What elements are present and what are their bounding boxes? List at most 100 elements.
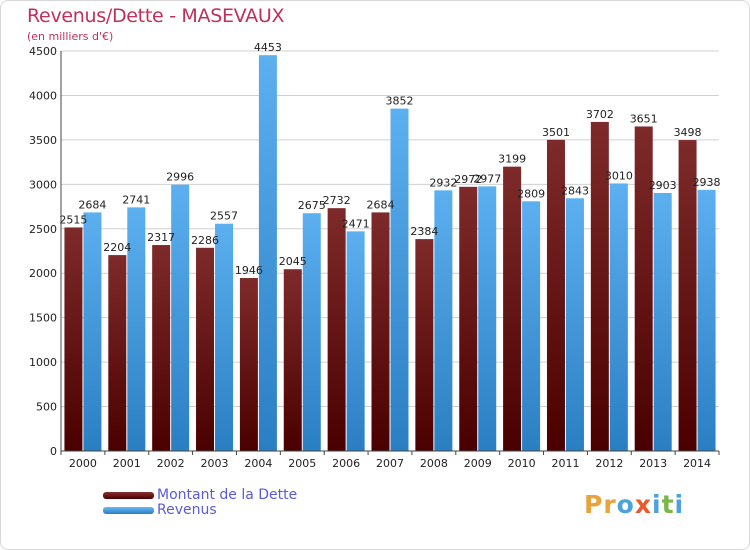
x-tick-label: 2014	[683, 457, 711, 470]
x-tick-label: 2012	[595, 457, 623, 470]
x-tick-label: 2011	[551, 457, 579, 470]
y-tick-label: 0	[50, 445, 57, 458]
bar-dette	[371, 212, 390, 451]
data-label-dette: 3702	[586, 108, 614, 121]
bar-revenus	[697, 189, 716, 451]
y-tick-label: 2500	[29, 223, 57, 236]
x-tick-label: 2001	[113, 457, 141, 470]
data-label-revenus: 2741	[122, 193, 150, 206]
x-tick-label: 2002	[157, 457, 185, 470]
logo-letter: i	[652, 490, 662, 519]
axis-layer: 0 500 1000 1500 2000 2500 3000 3500 4000 4500 2000…	[29, 45, 720, 470]
x-tick-label: 2000	[69, 457, 97, 470]
data-label-revenus: 2809	[517, 187, 545, 200]
data-label-dette: 2515	[59, 213, 87, 226]
x-tick-label: 2005	[288, 457, 316, 470]
data-label-revenus: 2557	[210, 210, 238, 223]
x-tick-label: 2007	[376, 457, 404, 470]
legend-swatch-revenus	[103, 506, 154, 514]
data-label-dette: 3199	[498, 153, 526, 166]
legend-label-dette: Montant de la Dette	[157, 487, 298, 503]
bar-dette	[546, 139, 565, 452]
bar-revenus	[127, 207, 146, 451]
data-label-revenus: 2684	[78, 198, 106, 211]
grid-layer	[61, 50, 719, 452]
logo-letter: o	[616, 490, 635, 519]
data-label-dette: 2317	[147, 231, 175, 244]
legend-label-revenus: Revenus	[157, 502, 217, 518]
bar-revenus	[565, 198, 584, 451]
bar-revenus	[522, 201, 541, 451]
y-tick-label: 1000	[29, 356, 57, 369]
bar-dette	[196, 247, 215, 451]
data-label-dette: 1946	[235, 264, 263, 277]
x-tick-label: 2008	[420, 457, 448, 470]
bar-revenus	[171, 184, 190, 451]
x-tick-label: 2003	[201, 457, 229, 470]
logo-letter: t	[661, 490, 675, 519]
bar-revenus	[258, 55, 277, 452]
data-label-revenus: 2471	[342, 217, 370, 230]
y-tick-label: 1500	[29, 312, 57, 325]
data-label-revenus: 2938	[693, 176, 721, 189]
data-labels-layer: 2515 2684 2204 2741 2317 2996 2286 2557 1946 4453…	[59, 41, 720, 277]
bars-layer	[64, 55, 716, 452]
bar-dette	[590, 121, 609, 451]
bar-revenus	[346, 231, 365, 451]
legend-swatch-dette	[103, 491, 154, 499]
chart-title: Revenus/Dette - MASEVAUX	[27, 5, 285, 27]
data-label-dette: 2204	[103, 241, 131, 254]
data-label-dette: 2732	[323, 194, 351, 207]
logo-letter: r	[603, 490, 617, 519]
bar-dette	[64, 227, 83, 451]
data-label-revenus: 2843	[561, 184, 589, 197]
y-tick-label: 3500	[29, 134, 57, 147]
bar-revenus	[478, 186, 497, 451]
data-label-dette: 3498	[674, 126, 702, 139]
data-label-revenus: 2977	[473, 172, 501, 185]
logo-letter: i	[674, 490, 685, 519]
data-label-revenus: 2996	[166, 171, 194, 184]
y-tick-label: 500	[36, 401, 57, 414]
bar-dette	[503, 166, 522, 451]
data-label-revenus: 4453	[254, 41, 282, 54]
data-label-dette: 2972	[454, 173, 482, 186]
data-label-revenus: 3852	[386, 95, 414, 108]
data-label-dette: 3501	[542, 126, 570, 139]
chart-subtitle: (en milliers d'€)	[27, 30, 114, 43]
data-label-dette: 2045	[279, 255, 307, 268]
y-tick-label: 2000	[29, 267, 57, 280]
data-label-dette: 2384	[410, 225, 438, 238]
logo-letter: P	[584, 490, 604, 519]
bar-revenus	[302, 213, 321, 451]
data-label-dette: 2684	[367, 198, 395, 211]
legend-item-revenus: Revenus	[103, 502, 217, 518]
bar-dette	[239, 278, 258, 451]
data-label-revenus: 2903	[649, 179, 677, 192]
data-label-revenus: 2932	[429, 176, 457, 189]
y-tick-label: 3000	[29, 178, 57, 191]
x-tick-label: 2006	[332, 457, 360, 470]
bar-dette	[108, 255, 127, 451]
bar-dette	[415, 239, 434, 451]
data-label-revenus: 2675	[298, 199, 326, 212]
bar-dette	[327, 208, 346, 451]
x-tick-label: 2009	[464, 457, 492, 470]
bar-revenus	[653, 192, 672, 451]
bar-dette	[634, 126, 653, 451]
data-label-dette: 3651	[630, 112, 658, 125]
y-tick-label: 4500	[29, 45, 57, 58]
bar-revenus	[434, 190, 453, 451]
bar-dette	[678, 140, 697, 452]
bar-revenus	[215, 223, 234, 451]
bar-revenus	[390, 108, 409, 451]
bar-dette	[459, 186, 478, 452]
x-tick-label: 2010	[508, 457, 536, 470]
bar-revenus	[609, 183, 628, 451]
data-label-dette: 2286	[191, 234, 219, 247]
bar-dette	[152, 245, 171, 451]
x-tick-label: 2004	[244, 457, 272, 470]
bar-revenus	[83, 212, 102, 451]
